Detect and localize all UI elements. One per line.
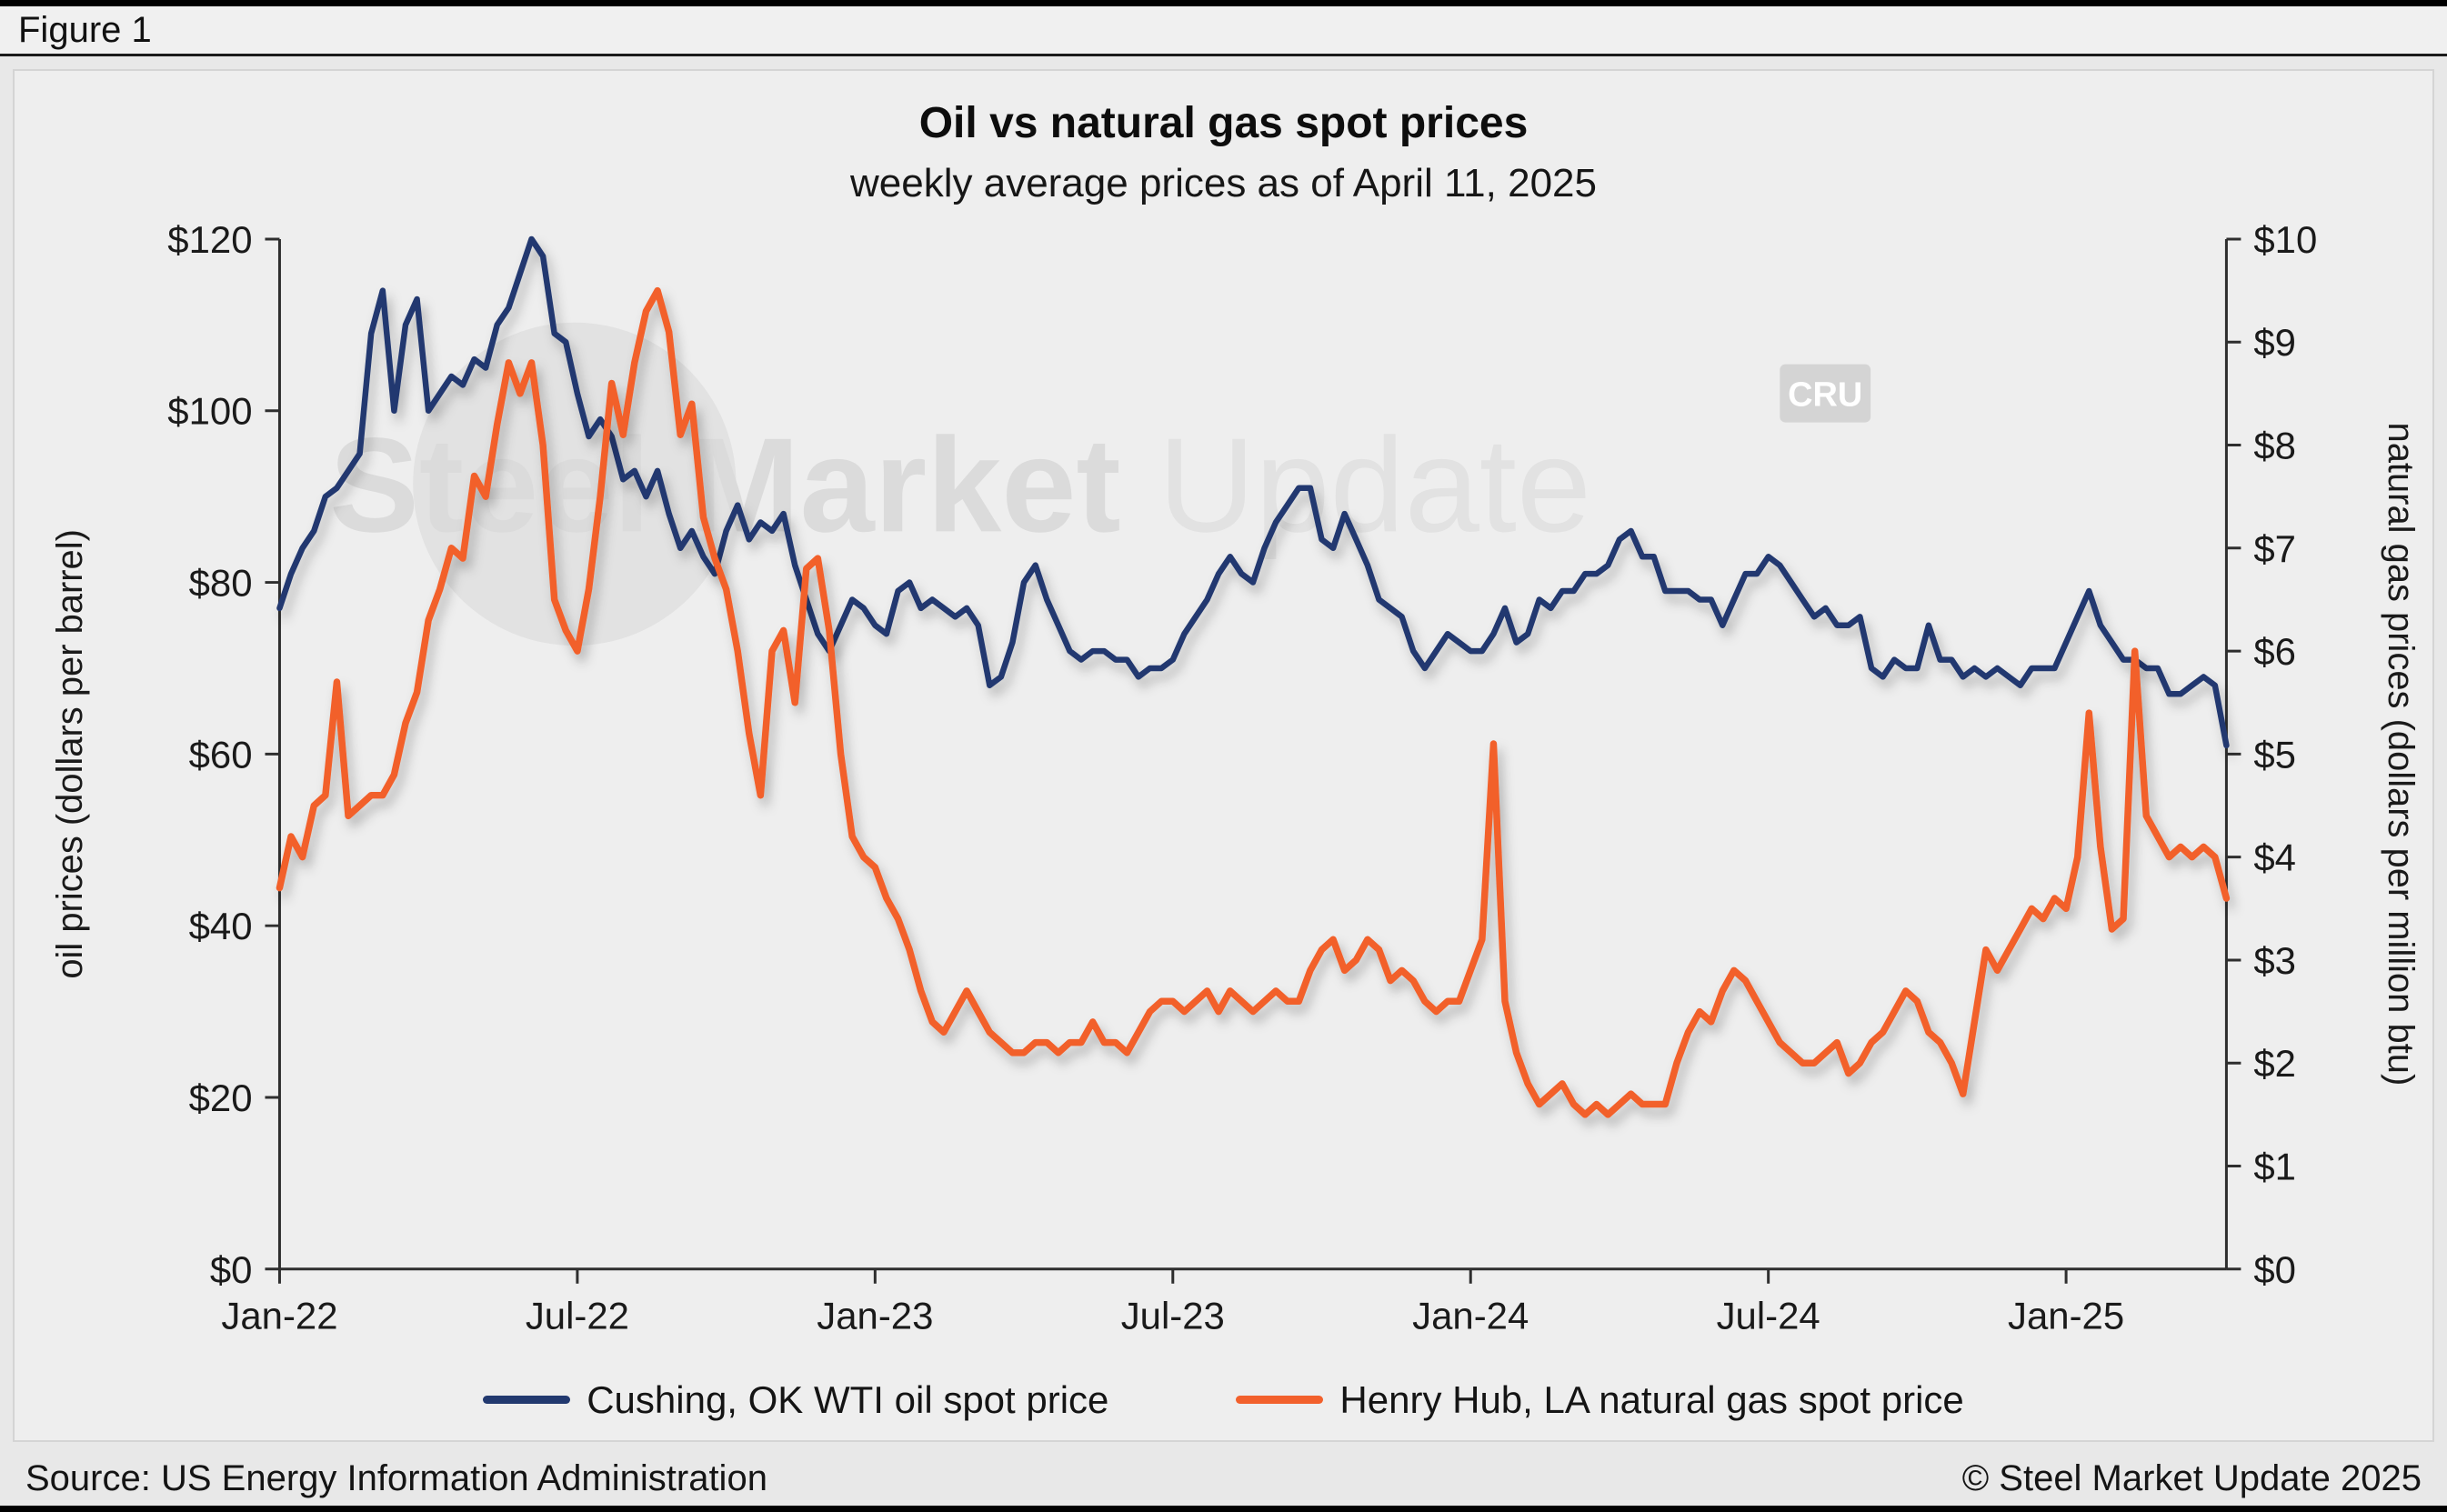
right-axis-tick-label: $7 bbox=[2253, 527, 2296, 570]
x-axis-tick-label: Jan-22 bbox=[221, 1295, 337, 1337]
x-axis-tick-label: Jul-24 bbox=[1717, 1295, 1820, 1337]
legend-label-oil: Cushing, OK WTI oil spot price bbox=[587, 1377, 1109, 1421]
right-axis-title: natural gas prices (dollars per million … bbox=[2381, 423, 2421, 1086]
left-axis-tick-label: $40 bbox=[189, 905, 253, 947]
figure-footer: Source: US Energy Information Administra… bbox=[0, 1451, 2447, 1506]
x-axis-tick-label: Jan-24 bbox=[1412, 1295, 1529, 1337]
right-axis-tick-label: $5 bbox=[2253, 733, 2296, 776]
right-axis-tick-label: $6 bbox=[2253, 630, 2296, 673]
chart-canvas: Steel Market Update CRU $0 $20 $40 $60 $80 $100… bbox=[50, 218, 2421, 1337]
oil-line-swatch bbox=[483, 1396, 571, 1405]
gas-price-line bbox=[276, 286, 2231, 1118]
chart-legend: Cushing, OK WTI oil spot price Henry Hub… bbox=[15, 1378, 2432, 1422]
watermark-circle bbox=[413, 322, 737, 646]
chart-panel: Oil vs natural gas spot prices weekly av… bbox=[13, 69, 2434, 1442]
legend-item-oil: Cushing, OK WTI oil spot price bbox=[483, 1378, 1108, 1422]
right-axis-tick-label: $1 bbox=[2253, 1145, 2296, 1187]
gas-line-swatch bbox=[1236, 1396, 1324, 1405]
x-axis-tick-label: Jan-23 bbox=[817, 1295, 933, 1337]
x-axis-tick-label: Jul-23 bbox=[1121, 1295, 1225, 1337]
left-axis-tick-label: $60 bbox=[189, 733, 253, 776]
x-axis-tick-label: Jul-22 bbox=[526, 1295, 629, 1337]
left-axis-tick-label: $120 bbox=[167, 218, 252, 261]
right-axis-tick-label: $8 bbox=[2253, 424, 2296, 466]
left-axis-title: oil prices (dollars per barrel) bbox=[50, 529, 90, 979]
x-axis-tick-label: Jan-25 bbox=[2008, 1295, 2124, 1337]
source-text: Source: US Energy Information Administra… bbox=[25, 1457, 767, 1498]
legend-label-gas: Henry Hub, LA natural gas spot price bbox=[1339, 1377, 1964, 1421]
watermark-text: Steel Market Update bbox=[329, 410, 1591, 560]
right-axis-tick-label: $0 bbox=[2253, 1248, 2296, 1291]
left-axis-tick-label: $80 bbox=[189, 562, 253, 605]
left-axis-tick-label: $0 bbox=[210, 1248, 253, 1291]
left-axis-tick-label: $100 bbox=[167, 390, 252, 433]
copyright-text: © Steel Market Update 2025 bbox=[1961, 1457, 2422, 1498]
chart-title: Oil vs natural gas spot prices bbox=[918, 99, 1529, 147]
figure-label: Figure 1 bbox=[18, 9, 152, 50]
cru-badge: CRU bbox=[1788, 376, 1862, 415]
cru-badge-box bbox=[1780, 364, 1871, 423]
bottom-border bbox=[0, 1506, 2447, 1512]
legend-item-gas: Henry Hub, LA natural gas spot price bbox=[1236, 1377, 1964, 1422]
right-axis-tick-label: $2 bbox=[2253, 1042, 2296, 1085]
watermark: Steel Market Update CRU bbox=[329, 322, 1871, 646]
top-border bbox=[0, 0, 2447, 6]
right-axis-tick-label: $9 bbox=[2253, 321, 2296, 364]
left-axis-tick-label: $20 bbox=[189, 1076, 253, 1119]
figure-header: Figure 1 bbox=[0, 6, 2447, 56]
right-axis-tick-label: $4 bbox=[2253, 836, 2296, 879]
right-axis-tick-label: $3 bbox=[2253, 939, 2296, 982]
chart-subtitle: weekly average prices as of April 11, 20… bbox=[850, 161, 1597, 205]
right-axis-tick-label: $10 bbox=[2253, 218, 2317, 261]
